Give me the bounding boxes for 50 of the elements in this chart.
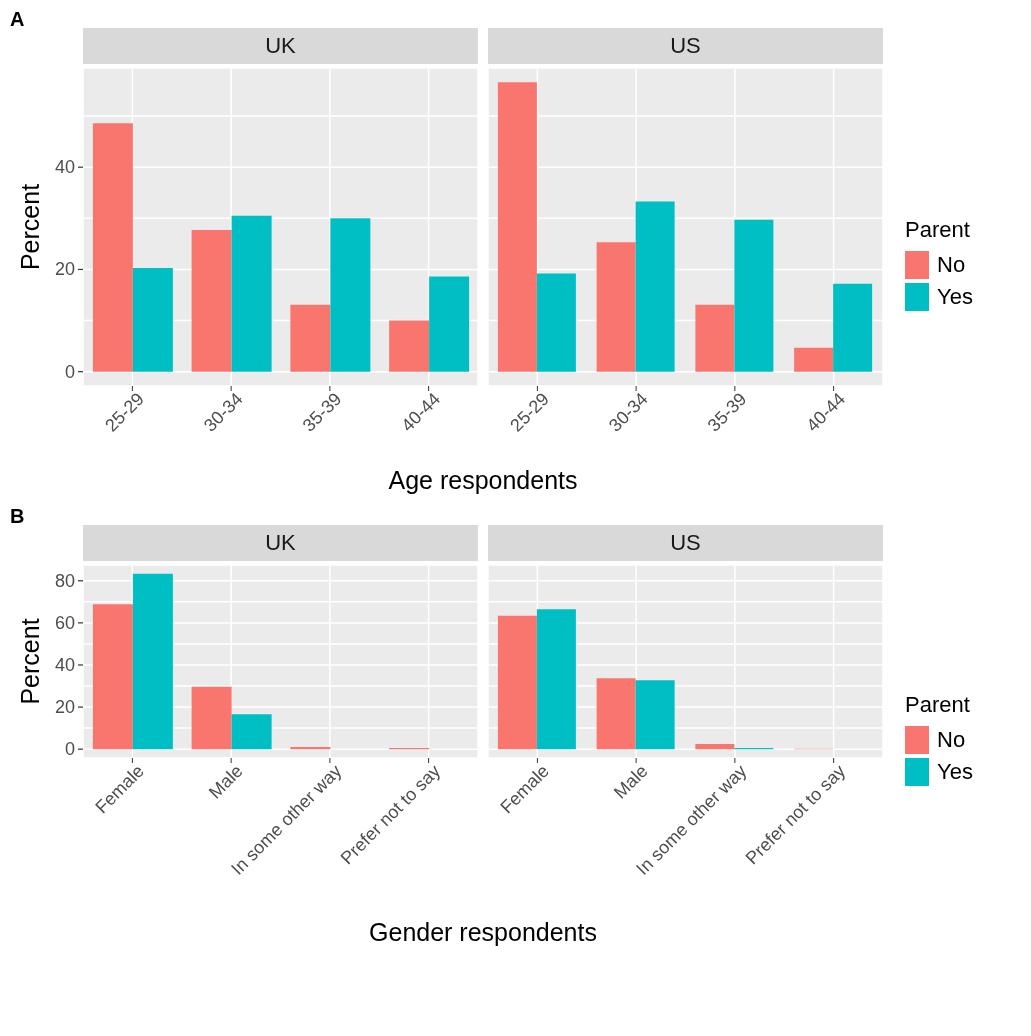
bar (635, 680, 675, 750)
y-tick-label: 20 (54, 259, 75, 280)
y-tick-label: 40 (54, 654, 75, 675)
bar (734, 219, 774, 372)
legend-title: Parent (905, 217, 971, 243)
y-tick-label: 60 (54, 612, 75, 633)
bar (695, 304, 735, 372)
bar (231, 215, 272, 372)
bar (132, 573, 173, 750)
y-tick-label: 0 (64, 361, 75, 382)
legend-label: No (937, 726, 966, 753)
bar (191, 686, 232, 750)
bar (92, 604, 133, 750)
y-tick-label: 40 (54, 157, 75, 178)
text: B (10, 505, 25, 528)
chart-title: UK (83, 28, 478, 64)
bar (290, 304, 331, 372)
y-tick-label: 0 (64, 739, 75, 760)
bar (536, 273, 576, 372)
legend-label: Yes (937, 758, 973, 785)
y-axis-title: Percent (15, 183, 44, 271)
bar (389, 320, 430, 372)
bar (695, 743, 735, 750)
legend-label: Yes (937, 284, 973, 310)
x-axis-title: Age respondents (387, 466, 579, 495)
legend-title: Parent (905, 691, 971, 718)
bar (429, 276, 470, 372)
bar (497, 82, 537, 372)
bar (635, 201, 675, 372)
bar (191, 230, 232, 372)
bar (596, 678, 636, 750)
bar (92, 123, 133, 372)
x-axis-title: Gender respondents (368, 918, 598, 947)
bar (330, 218, 371, 372)
y-tick-label: 80 (54, 570, 75, 591)
chart-title: UK (83, 525, 478, 561)
chart-title: US (488, 28, 883, 64)
bar (290, 747, 331, 750)
bar (596, 242, 636, 372)
legend-label: No (937, 252, 966, 278)
bar (132, 267, 173, 372)
bar (231, 714, 272, 750)
text: A (10, 8, 25, 31)
y-tick-label: 20 (54, 697, 75, 718)
bar (833, 283, 873, 372)
bar (536, 609, 576, 750)
bar (497, 615, 537, 750)
bar (794, 347, 834, 372)
y-axis-title: Percent (15, 618, 44, 705)
chart-title: US (488, 525, 883, 561)
